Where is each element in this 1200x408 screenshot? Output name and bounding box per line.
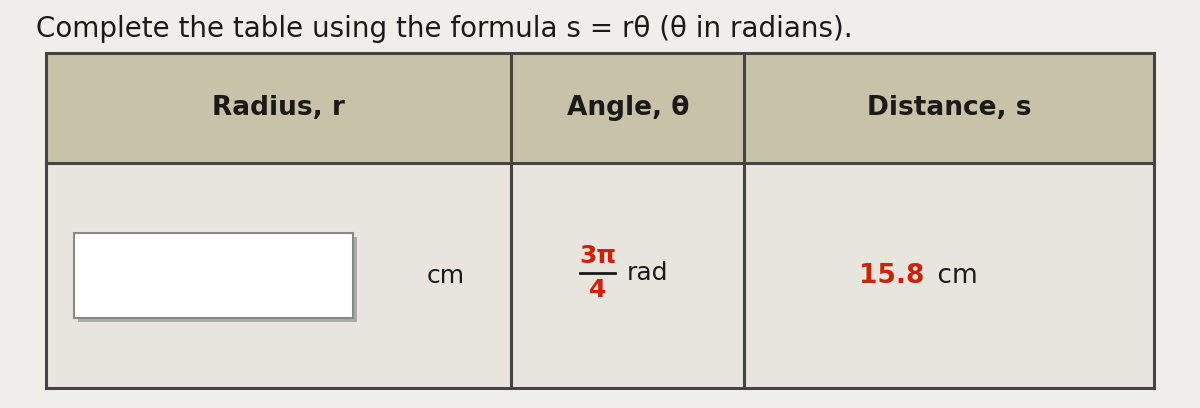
- Text: Angle, θ: Angle, θ: [566, 95, 689, 121]
- Text: cm: cm: [929, 262, 978, 288]
- Text: Complete the table using the formula s = rθ (θ in radians).: Complete the table using the formula s =…: [36, 15, 853, 42]
- Bar: [46, 164, 1154, 388]
- Bar: [78, 237, 356, 322]
- Bar: [73, 233, 353, 318]
- Text: 15.8: 15.8: [859, 262, 924, 288]
- Text: 4: 4: [589, 277, 606, 302]
- Bar: [46, 53, 1154, 164]
- Text: rad: rad: [628, 261, 668, 284]
- Text: Radius, r: Radius, r: [212, 95, 344, 121]
- Bar: [46, 53, 1154, 388]
- Text: Distance, s: Distance, s: [868, 95, 1032, 121]
- Text: 3π: 3π: [580, 244, 617, 268]
- Text: cm: cm: [427, 264, 464, 288]
